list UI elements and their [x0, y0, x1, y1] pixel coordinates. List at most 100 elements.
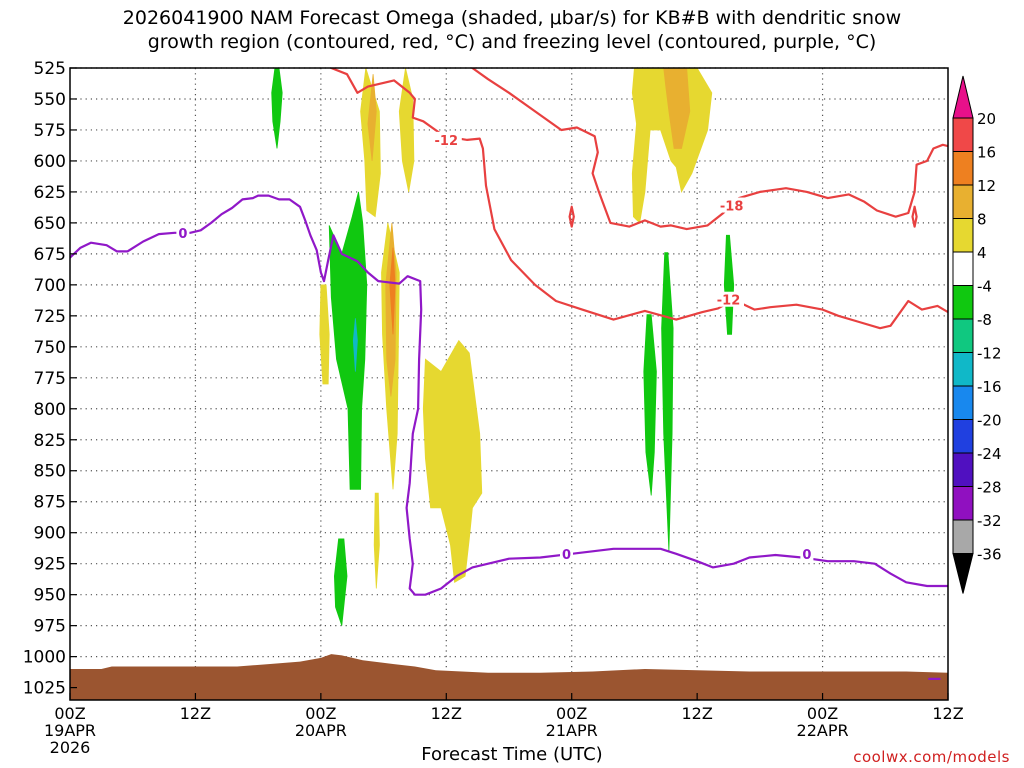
contour-dgz_minus12_right: [471, 68, 948, 231]
y-tick-label: 875: [34, 493, 66, 513]
title-line-2: growth region (contoured, red, °C) and f…: [147, 31, 877, 53]
contour-label: 0: [562, 548, 571, 563]
omega-region: [333, 538, 348, 626]
terrain: [70, 654, 948, 700]
y-tick-label: 975: [34, 617, 66, 637]
x-tick-label: 2026: [50, 738, 91, 757]
colorbar-label: -36: [977, 546, 1002, 564]
x-tick-label: 20APR: [295, 721, 347, 740]
omega-region: [631, 68, 713, 224]
x-tick-label: 00Z: [305, 704, 336, 723]
colorbar-bin: [952, 318, 974, 353]
omega-region: [398, 68, 415, 192]
x-tick-label: 00Z: [807, 704, 838, 723]
omega-region: [328, 191, 368, 490]
y-tick-label: 950: [34, 586, 66, 606]
chart-title: 2026041900 NAM Forecast Omega (shaded, μ…: [0, 6, 1024, 54]
y-tick-label: 650: [34, 214, 66, 234]
colorbar-label: 8: [977, 211, 987, 229]
contour-label: 0: [178, 227, 187, 242]
contour-label: -12: [435, 134, 459, 149]
omega-region: [367, 74, 377, 161]
y-tick-label: 775: [34, 369, 66, 389]
colorbar-bin: [952, 151, 974, 186]
credit-link[interactable]: coolwx.com/models: [853, 748, 1010, 766]
omega-shading: [271, 68, 735, 626]
y-tick-label: 800: [34, 400, 66, 420]
colorbar-bin: [952, 117, 974, 152]
x-tick-label: 12Z: [180, 704, 211, 723]
contour-label-bg: [559, 545, 573, 561]
colorbar-under-arrow: [952, 553, 974, 594]
contour-label: -18: [720, 200, 744, 215]
colorbar-label: -24: [977, 445, 1002, 463]
colorbar-label: -4: [977, 278, 992, 296]
x-tick-label: 12Z: [431, 704, 462, 723]
contour-dgz_small_loop_1: [568, 205, 575, 228]
x-tick-label: 12Z: [932, 704, 963, 723]
omega-region: [663, 68, 691, 149]
omega-region: [271, 68, 283, 149]
omega-region: [373, 492, 380, 589]
x-tick-label: 12Z: [681, 704, 712, 723]
colorbar-bin: [952, 285, 974, 320]
y-tick-label: 600: [34, 152, 66, 172]
colorbar-label: -20: [977, 412, 1002, 430]
omega-region: [723, 234, 735, 335]
y-axis: 525 550 575 600 625 650 675 700 725 750 775 800 825 8…: [23, 59, 77, 699]
colorbar-label: -16: [977, 378, 1002, 396]
colorbar-bin: [952, 452, 974, 487]
colorbar-bin: [952, 419, 974, 454]
omega-region: [661, 252, 674, 552]
colorbar-label: -8: [977, 311, 992, 329]
colorbar-label: -12: [977, 345, 1002, 363]
y-tick-label: 625: [34, 183, 66, 203]
grid: [70, 67, 948, 700]
omega-region: [422, 339, 483, 583]
colorbar-bin: [952, 486, 974, 521]
omega-region: [389, 247, 396, 335]
colorbar-bin: [952, 184, 974, 219]
y-tick-label: 725: [34, 307, 66, 327]
colorbar-label: -28: [977, 479, 1002, 497]
y-tick-label: 1025: [23, 679, 66, 699]
y-tick-label: 700: [34, 276, 66, 296]
contour-label: -12: [717, 294, 741, 309]
plot-background: [70, 68, 948, 700]
colorbar-bin: [952, 251, 974, 286]
contour-freezing_level: [70, 194, 948, 596]
contour-dgz_small_loop_2: [911, 205, 918, 228]
colorbar-bin: [952, 519, 974, 554]
y-tick-label: 750: [34, 338, 66, 358]
y-tick-label: 525: [34, 59, 66, 79]
colorbar-label: 12: [977, 177, 996, 195]
y-tick-label: 550: [34, 90, 66, 110]
title-line-1: 2026041900 NAM Forecast Omega (shaded, μ…: [122, 7, 902, 29]
colorbar-over-arrow: [952, 75, 974, 119]
colorbar-bin: [952, 352, 974, 387]
terrain-area: [70, 654, 948, 700]
x-tick-label: 19APR: [44, 721, 96, 740]
contours: -12 -12 -18 0 0 0: [70, 68, 948, 681]
omega-region: [352, 318, 358, 372]
colorbar-label: 16: [977, 144, 996, 162]
contour-label: 0: [802, 548, 811, 563]
colorbar: 20 16 12 8 4 -4 -8 -12 -16 -20 -24 -28 -32 -36: [952, 75, 1002, 594]
x-tick-label: 22APR: [797, 721, 849, 740]
y-tick-label: 825: [34, 431, 66, 451]
x-axis-title: Forecast Time (UTC): [421, 744, 603, 765]
y-tick-label: 675: [34, 245, 66, 265]
plot-frame: [69, 67, 949, 701]
x-tick-label: 00Z: [54, 704, 85, 723]
colorbar-label: 4: [977, 244, 987, 262]
y-tick-label: 900: [34, 524, 66, 544]
colorbar-bin: [952, 385, 974, 420]
y-tick-label: 850: [34, 462, 66, 482]
contour-dgz_minus12_left: [330, 68, 948, 330]
contour-label-bg: [713, 291, 744, 307]
colorbar-label: -32: [977, 512, 1002, 530]
colorbar-bin: [952, 218, 974, 253]
contour-label-bg: [800, 545, 814, 561]
